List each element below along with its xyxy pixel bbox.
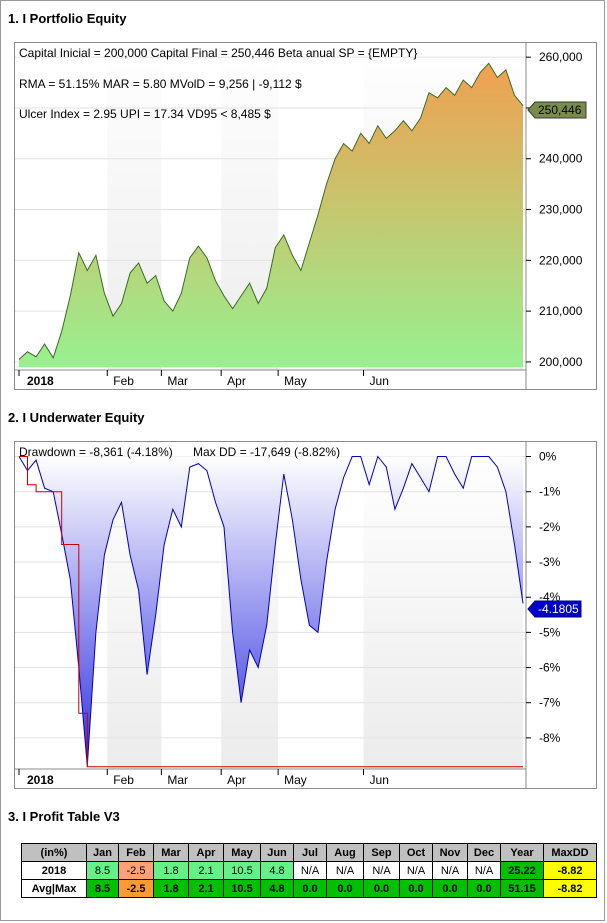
table-cell: -2.5 <box>118 879 154 898</box>
table-header-cell: (in%) <box>21 843 87 862</box>
table-header-cell: Nov <box>432 843 468 862</box>
table-cell: N/A <box>399 861 433 880</box>
table-row: 2018 8.5 -2.5 1.8 2.1 10.5 4.8 N/A N/A N/A N/A N/A N… <box>21 861 597 880</box>
equity-info-line3: Ulcer Index = 2.95 UPI = 17.34 VD95 < 8,… <box>19 107 271 121</box>
table-cell: 2.1 <box>188 879 224 898</box>
underwater-chart-svg: 0%-1%-2%-3%-4%-5%-6%-7%-8% 2018 Feb Mar Apr… <box>15 442 582 788</box>
table-row: Avg|Max 8.5 -2.5 1.8 2.1 10.5 4.8 0.0 0.0 0.0 0.0 0… <box>21 879 597 898</box>
table-cell: 0.0 <box>326 879 364 898</box>
uw-last-value-label: -4.1805 <box>538 602 579 616</box>
table-header-cell: Sep <box>363 843 400 862</box>
x-tick-label: Mar <box>167 773 188 787</box>
y-tick-label: 260,000 <box>539 50 583 64</box>
table-cell: -2.5 <box>118 861 154 880</box>
y-tick-label: 220,000 <box>539 253 583 267</box>
equity-chart: 200,000210,000220,000230,000240,000250,0… <box>14 42 597 390</box>
equity-info-line2: RMA = 51.15% MAR = 5.80 MVolD = 9,256 | … <box>19 77 302 91</box>
table-cell: -8.82 <box>543 879 597 898</box>
uw-info-maxdd: Max DD = -17,649 (-8.82%) <box>193 445 340 459</box>
table-cell: 0.0 <box>363 879 400 898</box>
table-cell: N/A <box>326 861 364 880</box>
y-tick-label: 0% <box>539 450 557 464</box>
table-cell: N/A <box>293 861 327 880</box>
table-cell: 0.0 <box>399 879 433 898</box>
profit-section-title: 3. I Profit Table V3 <box>8 809 120 824</box>
profit-table: (in%) Jan Feb Mar Apr May Jun Jul Aug Sep Oct Nov De… <box>21 843 597 898</box>
y-tick-label: -3% <box>539 555 561 569</box>
equity-area <box>19 63 523 368</box>
y-tick-label: -8% <box>539 731 561 745</box>
month-band <box>363 442 523 769</box>
table-cell: 4.8 <box>260 861 294 880</box>
table-cell: N/A <box>432 861 468 880</box>
table-cell: 51.15 <box>500 879 544 898</box>
y-tick-label: -6% <box>539 661 561 675</box>
x-tick-label: May <box>284 374 307 388</box>
table-header-cell: Jun <box>260 843 294 862</box>
table-cell: 0.0 <box>293 879 327 898</box>
equity-section-title: 1. I Portfolio Equity <box>8 11 127 26</box>
y-tick-label: -1% <box>539 485 561 499</box>
equity-line <box>18 62 524 360</box>
x-tick-label: 2018 <box>27 773 54 787</box>
table-header-cell: Oct <box>399 843 433 862</box>
table-cell: 8.5 <box>86 879 119 898</box>
x-tick-label: Apr <box>227 374 246 388</box>
table-cell: 10.5 <box>223 861 261 880</box>
table-header-cell: MaxDD <box>543 843 597 862</box>
table-header-cell: Year <box>500 843 544 862</box>
table-cell: 0.0 <box>432 879 468 898</box>
y-tick-label: 200,000 <box>539 355 583 369</box>
table-cell: 25.22 <box>500 861 544 880</box>
y-tick-label: 230,000 <box>539 203 583 217</box>
table-cell: 1.8 <box>153 879 189 898</box>
profit-table-header: (in%) Jan Feb Mar Apr May Jun Jul Aug Sep Oct Nov De… <box>21 843 597 862</box>
uw-info-drawdown: Drawdown = -8,361 (-4.18%) <box>19 445 173 459</box>
table-header-cell: May <box>223 843 261 862</box>
table-header-cell: Apr <box>188 843 224 862</box>
x-tick-label: Mar <box>167 374 188 388</box>
underwater-chart: 0% -1% -2% -3% -4% -5% -6% -7% -8% 2018 Feb Mar Apr… <box>14 441 597 789</box>
equity-chart-svg: 200,000210,000220,000230,000240,000250,0… <box>15 43 587 389</box>
y-tick-label: 240,000 <box>539 152 583 166</box>
equity-info-line1: Capital Inicial = 200,000 Capital Final … <box>19 46 417 60</box>
table-row-label: Avg|Max <box>21 879 87 898</box>
equity-last-value-label: 250,446 <box>538 103 582 117</box>
underwater-area <box>19 456 523 766</box>
table-cell: 1.8 <box>153 861 189 880</box>
x-tick-label: 2018 <box>27 374 54 388</box>
y-tick-label: -2% <box>539 520 561 534</box>
table-row-label: 2018 <box>21 861 87 880</box>
table-header-cell: Jan <box>86 843 119 862</box>
maxdd-line <box>19 456 523 768</box>
table-header-cell: Feb <box>118 843 154 862</box>
uw-last-value-marker <box>527 600 582 618</box>
table-cell: N/A <box>363 861 400 880</box>
x-tick-label: Feb <box>113 374 134 388</box>
table-header-cell: Dec <box>467 843 501 862</box>
table-cell: -8.82 <box>543 861 597 880</box>
y-tick-label: -5% <box>539 625 561 639</box>
x-tick-label: Feb <box>113 773 134 787</box>
table-cell: 0.0 <box>467 879 501 898</box>
x-tick-label: Apr <box>227 773 246 787</box>
table-cell: 10.5 <box>223 879 261 898</box>
table-header-cell: Aug <box>326 843 364 862</box>
table-cell: N/A <box>467 861 501 880</box>
y-tick-label: 210,000 <box>539 304 583 318</box>
table-cell: 4.8 <box>260 879 294 898</box>
underwater-line <box>18 455 524 767</box>
x-tick-label: Jun <box>370 374 389 388</box>
table-cell: 8.5 <box>86 861 119 880</box>
x-tick-label: May <box>284 773 307 787</box>
table-header-cell: Mar <box>153 843 189 862</box>
x-tick-label: Jun <box>370 773 389 787</box>
table-cell: 2.1 <box>188 861 224 880</box>
underwater-section-title: 2. I Underwater Equity <box>8 410 145 425</box>
table-header-cell: Jul <box>293 843 327 862</box>
y-tick-label: -7% <box>539 696 561 710</box>
equity-last-value-marker <box>527 101 587 119</box>
